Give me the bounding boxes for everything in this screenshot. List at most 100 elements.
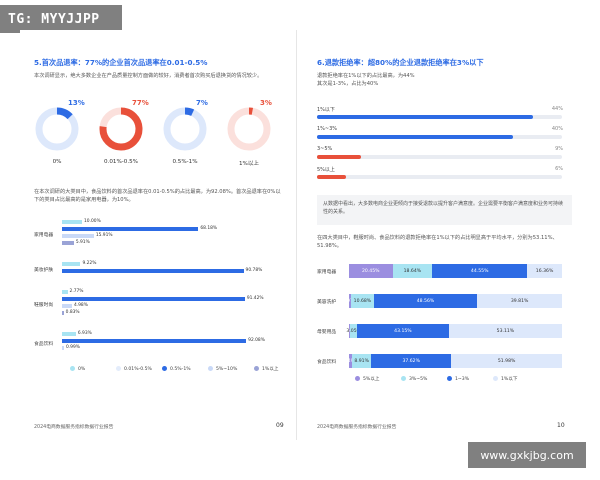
spine-divider (296, 30, 297, 440)
bar-value-label: 10.00% (84, 219, 101, 224)
stack-segment: 43.15% (356, 324, 449, 338)
stack-category: 母婴用品 (317, 330, 337, 335)
rate-track (317, 155, 562, 159)
legend-label: 0.5%-1% (170, 367, 191, 372)
watermark-top: TG: MYYJJPP (0, 5, 122, 33)
stack-category: 美容洗护 (317, 300, 337, 305)
bar-value-label: 90.78% (245, 268, 263, 273)
donut-percent: 77% (132, 99, 149, 107)
legend-swatch (162, 366, 167, 371)
rate-track (317, 175, 562, 179)
left-footer: 2024电商数据服务指标数据行业报告 (34, 425, 114, 430)
left-page-number: 09 (276, 422, 284, 429)
legend-label: 3%~5% (409, 377, 428, 382)
bar-value-label: 0.83% (65, 310, 80, 315)
legend-swatch (355, 376, 360, 381)
donut-percent: 3% (260, 99, 272, 107)
right-page-number: 10 (557, 422, 565, 429)
stack-segment: 0.69% (342, 324, 357, 338)
stack-category: 家用电器 (317, 270, 337, 275)
rate-value: 6% (555, 166, 563, 172)
donut-arc (35, 107, 79, 151)
note-box: 从数据中看出，大多数电商企业更倾向于接受退款以提升客户满意度。企业需要平衡客户满… (317, 195, 572, 225)
donut-label: 0.01%-0.5% (104, 159, 138, 165)
legend-swatch (493, 376, 498, 381)
bar-value-label: 91.42% (246, 296, 264, 301)
bar-category: 美妆护肤 (34, 268, 54, 273)
bar-value-label: 6.93% (77, 331, 92, 336)
stack-segment: 37.62% (371, 354, 452, 368)
stack-segment: 0.97% (343, 294, 357, 308)
donut-chart (35, 107, 79, 151)
stack-segment: 16.36% (527, 264, 562, 278)
donut-arc (99, 107, 143, 151)
stack-segment: 44.55% (432, 264, 528, 278)
bar-value-label: 4.98% (73, 303, 88, 308)
stack-segment: 10.68% (351, 294, 374, 308)
bar (62, 332, 76, 336)
stack-segment: 20.45% (349, 264, 393, 278)
legend-label: 1%以下 (501, 377, 518, 382)
rate-fill (317, 115, 533, 119)
bar (62, 297, 245, 301)
legend-swatch (70, 366, 75, 371)
right-para2: 在四大类目中，鞋服时尚、食品饮料的退款拒绝率在1%以下的占比明显高于平均水平，分… (317, 235, 558, 250)
left-para2: 在本次调研的大类目中，食品饮料的首次品退率在0.01-0.5%的占比最高，为92… (34, 189, 281, 204)
left-page: 5.首次品退率：77%的企业首次品退率在0.01-0.5% 本次调研显示，绝大多… (20, 30, 295, 440)
bar-value-label: 9.22% (82, 261, 97, 266)
donut-arc (163, 107, 207, 151)
bar (62, 262, 81, 266)
legend-item: 0.5%-1% (162, 366, 191, 372)
legend-swatch (116, 366, 121, 371)
right-heading: 6.退款拒绝率：超80%的企业退款拒绝率在3%以下 (317, 58, 484, 67)
legend-label: 0% (78, 367, 86, 372)
bar (62, 269, 244, 273)
legend-swatch (254, 366, 259, 371)
bar (62, 234, 94, 238)
bar (62, 227, 199, 231)
bar-category: 鞋服时尚 (34, 303, 54, 308)
legend-item: 1%以下 (493, 376, 517, 382)
legend-item: 1%以上 (254, 366, 278, 372)
rate-value: 44% (551, 106, 563, 112)
legend-swatch (401, 376, 406, 381)
legend-label: 1~3% (455, 377, 470, 382)
bar-category: 家用电器 (34, 233, 54, 238)
left-heading: 5.首次品退率：77%的企业首次品退率在0.01-0.5% (34, 58, 208, 67)
stack-category: 食品饮料 (317, 360, 337, 365)
donut-chart (163, 107, 207, 151)
stack-segment: 39.81% (477, 294, 563, 308)
bar-value-label: 92.08% (248, 338, 265, 343)
legend-label: 1%以上 (262, 367, 279, 372)
donut-chart (99, 107, 143, 151)
stack-segment: 3.05% (346, 324, 361, 338)
stack-segment: 48.56% (373, 294, 478, 308)
right-page: 6.退款拒绝率：超80%的企业退款拒绝率在3%以下 退款拒绝率在1%以下的占比最… (305, 30, 580, 440)
bar (62, 339, 247, 343)
watermark-bottom: www.gxkjbg.com (468, 442, 586, 468)
rate-label: 5%以上 (317, 167, 335, 173)
bar-value-label: 15.91% (95, 233, 113, 238)
legend-label: 0.01%-0.5% (124, 367, 152, 372)
left-para1: 本次调研显示，绝大多数企业在产品质量控制方面做的较好，消费者首次购买后退换货的情… (34, 73, 263, 79)
rate-label: 1%~3% (317, 126, 338, 132)
legend-item: 0% (70, 366, 85, 372)
rate-value: 40% (551, 126, 563, 132)
rate-label: 3~5% (317, 146, 333, 152)
donut-percent: 13% (68, 99, 85, 107)
stack-segment: 53.11% (448, 324, 562, 338)
legend-item: 1~3% (447, 376, 469, 382)
donut-label: 1%以上 (238, 161, 260, 167)
bar-value-label: 2.77% (69, 289, 84, 294)
bar (62, 290, 68, 294)
bar (62, 241, 74, 245)
bar-category: 食品饮料 (34, 341, 54, 347)
rate-value: 9% (555, 146, 563, 152)
legend-swatch (208, 366, 213, 371)
bar-value-label: 0.99% (65, 345, 80, 350)
bar (62, 304, 72, 308)
rate-label: 1%以下 (317, 107, 335, 113)
bar (62, 311, 64, 315)
right-para1: 退款拒绝率在1%以下的占比最高，为44% 其次是1-3%，占比为40% (317, 73, 415, 88)
